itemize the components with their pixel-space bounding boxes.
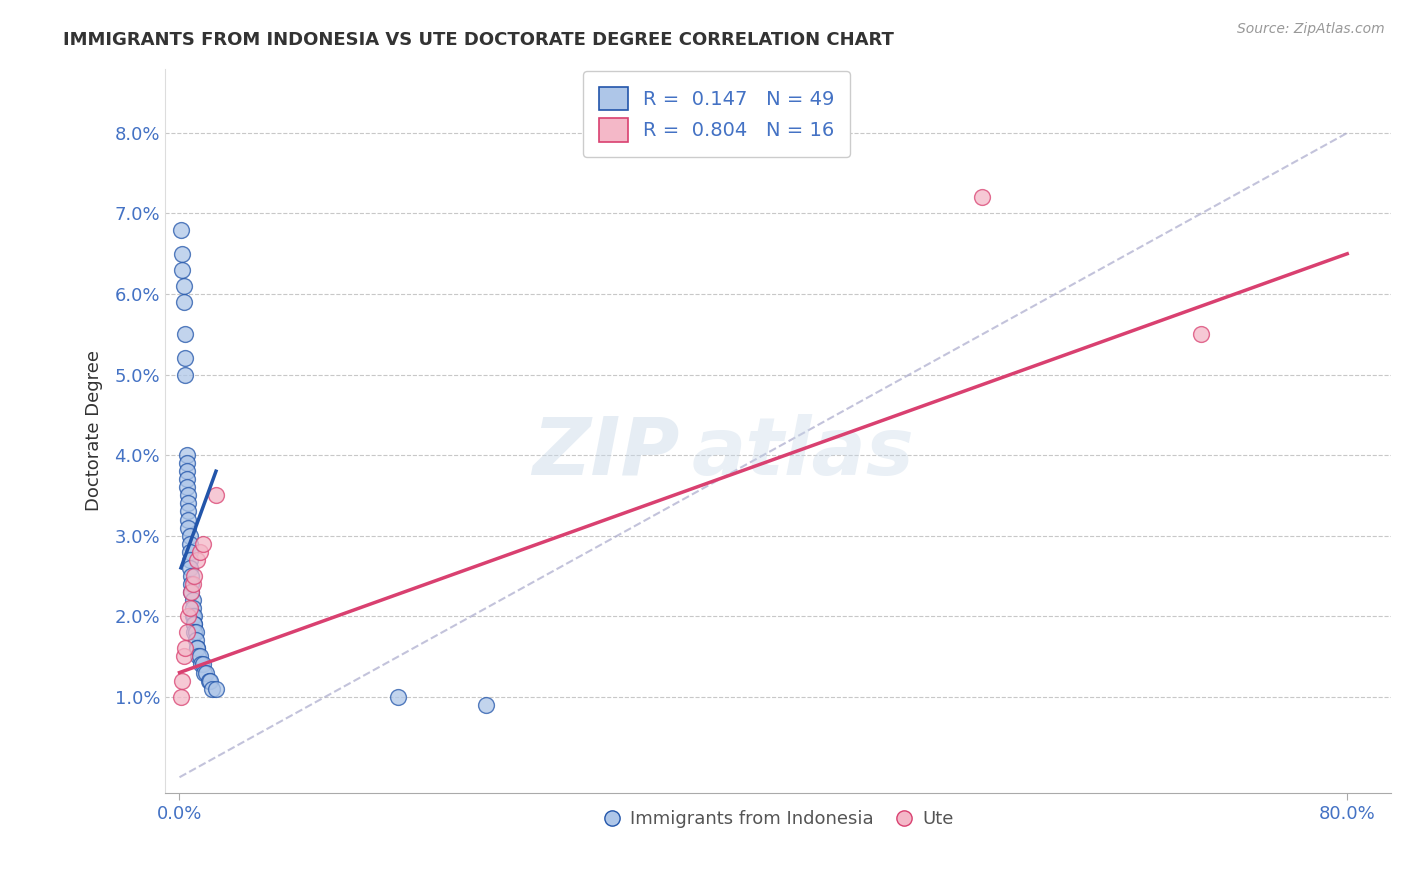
Point xyxy=(180,585,202,599)
Point xyxy=(176,464,198,478)
Point xyxy=(176,625,198,640)
Point xyxy=(205,681,228,696)
Point xyxy=(180,569,202,583)
Point xyxy=(191,657,214,672)
Point xyxy=(179,561,201,575)
Point xyxy=(170,222,193,236)
Point xyxy=(172,246,194,260)
Point xyxy=(176,472,198,486)
Point xyxy=(1189,327,1212,342)
Point xyxy=(170,690,193,704)
Point xyxy=(183,617,205,632)
Point xyxy=(193,665,215,680)
Point xyxy=(177,512,200,526)
Point xyxy=(387,690,409,704)
Point xyxy=(184,633,207,648)
Point xyxy=(177,496,200,510)
Point xyxy=(181,609,204,624)
Point xyxy=(194,665,217,680)
Point xyxy=(173,279,195,293)
Point xyxy=(183,609,205,624)
Legend: Immigrants from Indonesia, Ute: Immigrants from Indonesia, Ute xyxy=(595,803,960,835)
Point xyxy=(179,553,201,567)
Point xyxy=(197,673,219,688)
Point xyxy=(187,649,209,664)
Text: ZIP: ZIP xyxy=(533,414,681,491)
Point xyxy=(179,537,201,551)
Point xyxy=(173,649,195,664)
Point xyxy=(184,625,207,640)
Point xyxy=(181,601,204,615)
Point xyxy=(177,504,200,518)
Point xyxy=(198,673,221,688)
Text: atlas: atlas xyxy=(692,414,915,491)
Point xyxy=(186,553,208,567)
Point xyxy=(180,585,202,599)
Point xyxy=(181,577,204,591)
Y-axis label: Doctorate Degree: Doctorate Degree xyxy=(86,351,103,511)
Point xyxy=(172,263,194,277)
Point xyxy=(205,488,228,502)
Point xyxy=(177,609,200,624)
Point xyxy=(972,190,994,204)
Point xyxy=(176,480,198,494)
Point xyxy=(475,698,498,712)
Point xyxy=(191,537,214,551)
Point xyxy=(179,601,201,615)
Point xyxy=(172,673,194,688)
Point xyxy=(183,617,205,632)
Point xyxy=(188,649,211,664)
Point xyxy=(183,625,205,640)
Point xyxy=(183,569,205,583)
Point xyxy=(174,327,197,342)
Point xyxy=(186,641,208,656)
Point xyxy=(174,351,197,366)
Point xyxy=(174,368,197,382)
Point xyxy=(188,545,211,559)
Point xyxy=(180,577,202,591)
Point xyxy=(181,593,204,607)
Point xyxy=(174,641,197,656)
Point xyxy=(177,488,200,502)
Text: Source: ZipAtlas.com: Source: ZipAtlas.com xyxy=(1237,22,1385,37)
Point xyxy=(176,448,198,462)
Text: IMMIGRANTS FROM INDONESIA VS UTE DOCTORATE DEGREE CORRELATION CHART: IMMIGRANTS FROM INDONESIA VS UTE DOCTORA… xyxy=(63,31,894,49)
Point xyxy=(186,641,208,656)
Point xyxy=(179,545,201,559)
Point xyxy=(173,295,195,310)
Point xyxy=(201,681,224,696)
Point xyxy=(177,520,200,534)
Point xyxy=(176,456,198,470)
Point xyxy=(190,657,212,672)
Point xyxy=(179,528,201,542)
